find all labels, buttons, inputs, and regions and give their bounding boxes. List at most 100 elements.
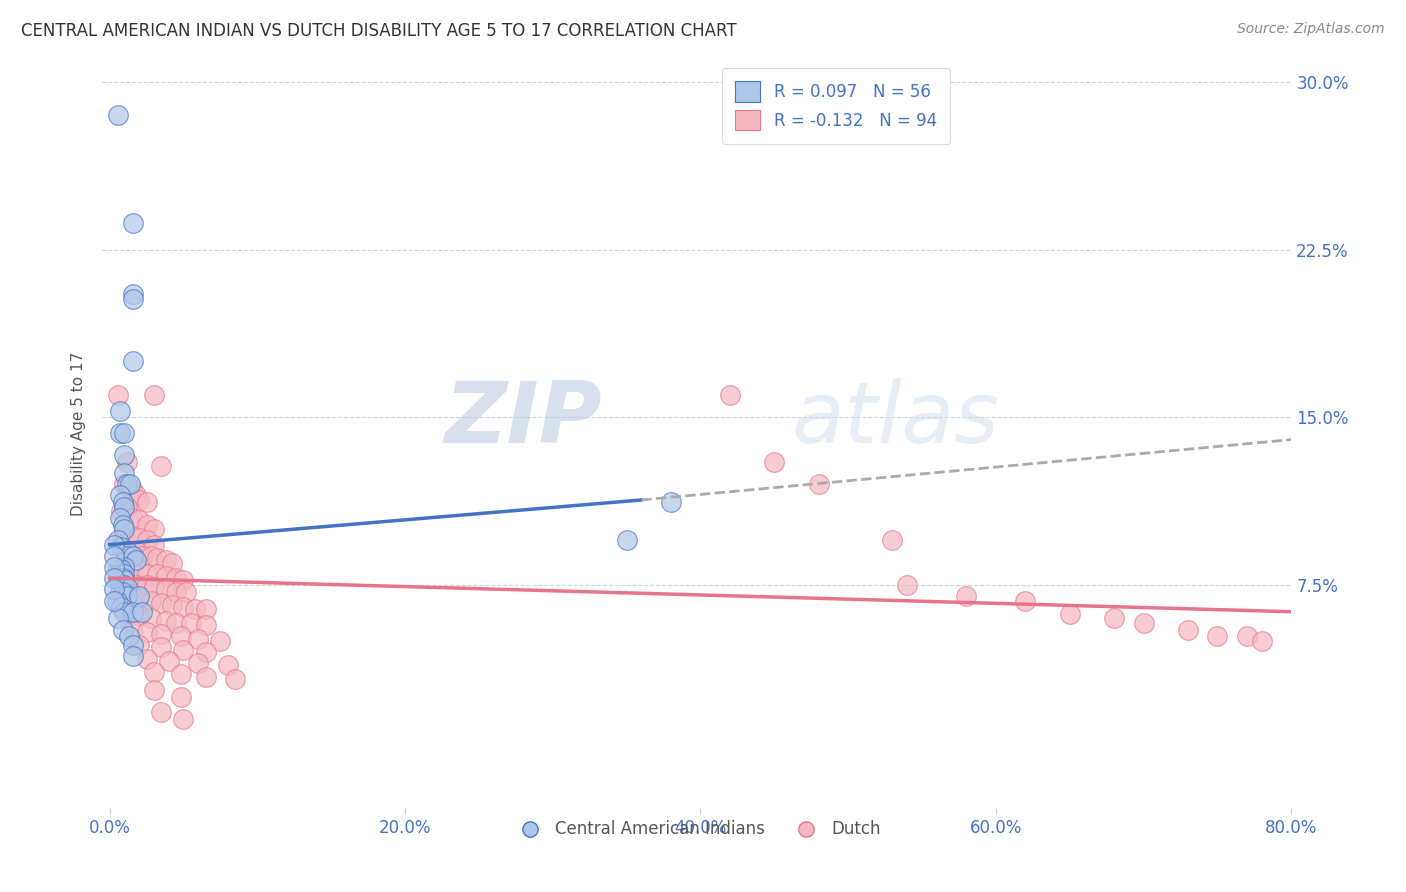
- Point: [165, 584, 187, 599]
- Point: [155, 569, 177, 583]
- Point: [1236, 629, 1258, 643]
- Point: [955, 589, 977, 603]
- Point: [1250, 633, 1272, 648]
- Point: [142, 388, 165, 402]
- Point: [128, 591, 150, 606]
- Point: [122, 292, 145, 306]
- Point: [108, 425, 131, 440]
- Point: [194, 669, 217, 683]
- Point: [142, 683, 165, 698]
- Point: [110, 562, 132, 576]
- Point: [110, 578, 132, 592]
- Point: [112, 522, 135, 536]
- Point: [121, 623, 143, 637]
- Point: [112, 562, 135, 576]
- Point: [103, 549, 125, 563]
- Point: [117, 589, 139, 603]
- Point: [122, 549, 145, 563]
- Point: [117, 580, 139, 594]
- Point: [107, 388, 129, 402]
- Point: [117, 544, 139, 558]
- Point: [120, 477, 142, 491]
- Point: [125, 578, 148, 592]
- Point: [187, 656, 209, 670]
- Point: [108, 403, 131, 417]
- Point: [135, 517, 157, 532]
- Y-axis label: Disability Age 5 to 17: Disability Age 5 to 17: [72, 352, 86, 516]
- Point: [135, 651, 157, 665]
- Point: [103, 593, 125, 607]
- Point: [110, 540, 132, 554]
- Point: [172, 574, 194, 588]
- Point: [121, 482, 143, 496]
- Text: CENTRAL AMERICAN INDIAN VS DUTCH DISABILITY AGE 5 TO 17 CORRELATION CHART: CENTRAL AMERICAN INDIAN VS DUTCH DISABIL…: [21, 22, 737, 40]
- Point: [128, 609, 150, 624]
- Point: [194, 645, 217, 659]
- Point: [659, 495, 682, 509]
- Point: [122, 354, 145, 368]
- Point: [108, 488, 131, 502]
- Point: [112, 566, 135, 581]
- Point: [107, 611, 129, 625]
- Point: [150, 459, 173, 474]
- Point: [150, 596, 173, 610]
- Point: [125, 488, 148, 502]
- Point: [128, 638, 150, 652]
- Point: [142, 538, 165, 552]
- Point: [194, 618, 217, 632]
- Point: [1014, 593, 1036, 607]
- Point: [122, 638, 145, 652]
- Point: [121, 511, 143, 525]
- Point: [112, 477, 135, 491]
- Point: [150, 640, 173, 655]
- Point: [112, 466, 135, 480]
- Point: [112, 560, 135, 574]
- Point: [1102, 611, 1125, 625]
- Point: [217, 658, 239, 673]
- Point: [160, 598, 183, 612]
- Point: [160, 556, 183, 570]
- Point: [128, 513, 150, 527]
- Point: [103, 560, 125, 574]
- Point: [184, 602, 207, 616]
- Point: [110, 540, 132, 554]
- Point: [155, 582, 177, 597]
- Point: [1177, 623, 1199, 637]
- Point: [121, 529, 143, 543]
- Point: [117, 607, 139, 621]
- Point: [112, 500, 135, 514]
- Point: [111, 623, 134, 637]
- Point: [139, 549, 162, 563]
- Point: [155, 553, 177, 567]
- Point: [224, 672, 246, 686]
- Point: [616, 533, 638, 548]
- Point: [117, 455, 139, 469]
- Point: [117, 500, 139, 514]
- Point: [122, 649, 145, 664]
- Point: [112, 448, 135, 462]
- Point: [1059, 607, 1081, 621]
- Point: [117, 477, 139, 491]
- Point: [169, 629, 191, 643]
- Point: [180, 615, 202, 630]
- Point: [121, 562, 143, 576]
- Point: [135, 533, 157, 548]
- Point: [111, 495, 134, 509]
- Point: [103, 538, 125, 552]
- Point: [112, 578, 135, 592]
- Point: [882, 533, 904, 548]
- Point: [121, 589, 143, 603]
- Point: [107, 533, 129, 548]
- Point: [807, 477, 830, 491]
- Point: [105, 593, 128, 607]
- Point: [103, 582, 125, 597]
- Point: [135, 624, 157, 639]
- Point: [112, 526, 135, 541]
- Text: atlas: atlas: [792, 377, 1000, 460]
- Point: [155, 614, 177, 628]
- Point: [112, 605, 135, 619]
- Text: ZIP: ZIP: [444, 377, 602, 460]
- Point: [135, 578, 157, 592]
- Point: [896, 578, 918, 592]
- Point: [150, 627, 173, 641]
